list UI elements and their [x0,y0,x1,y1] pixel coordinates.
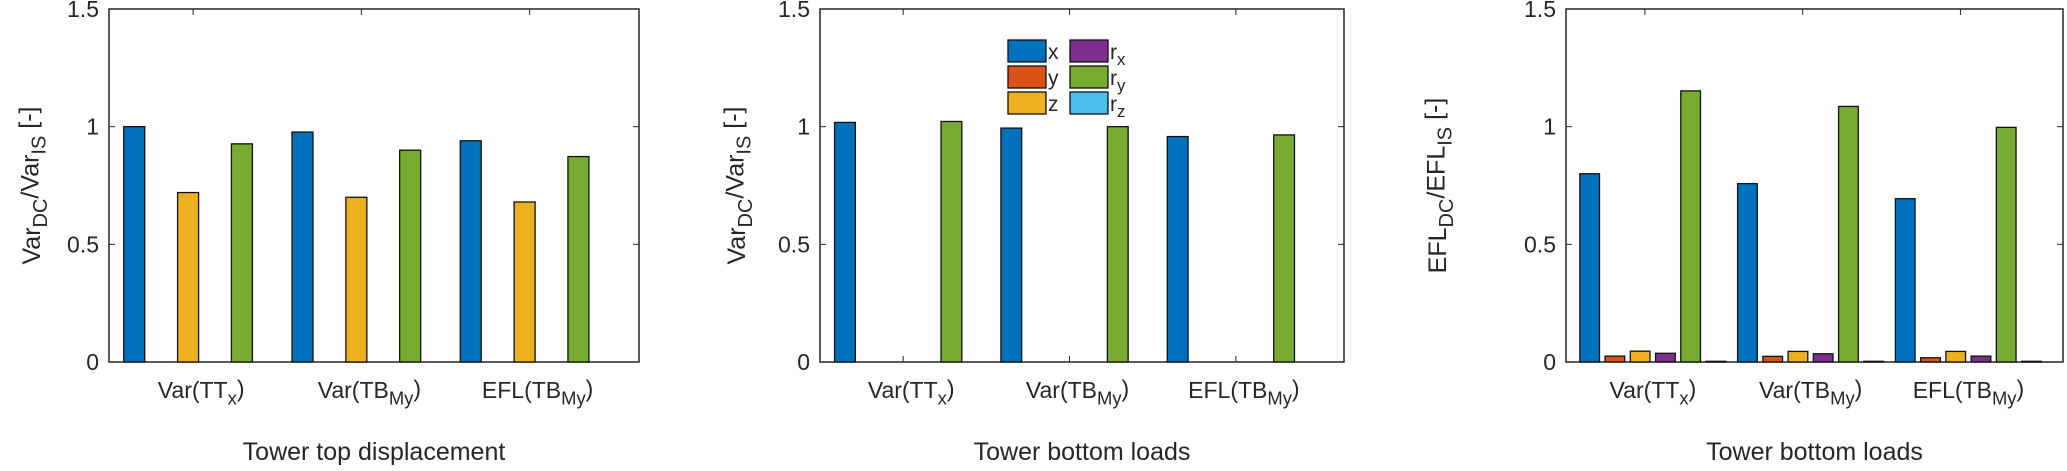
y-tick-label: 0 [797,349,810,375]
legend-label-x: x [1048,41,1059,64]
bar-r_y-1 [230,143,254,363]
bar-z-3 [1945,350,1967,363]
legend-label-z: z [1048,93,1059,116]
y-tick-label: 0 [86,349,99,375]
y-tick-label: 0.5 [1524,231,1556,257]
y-tick-label: 0.5 [67,231,99,257]
y-tick-label: 1.5 [1524,0,1556,22]
bar-r_z-2 [1863,360,1885,363]
y-axis-label: VarDC/VarIS [-] [15,106,53,264]
bar-r_y-3 [1273,134,1296,363]
legend-swatch-z [1007,91,1047,115]
bar-r_x-3 [1970,355,1992,363]
x-tick-label: EFL(TBMy) [1188,375,1299,408]
bar-r_y-1 [1680,90,1702,363]
y-axis-label: VarDC/VarIS [-] [720,106,758,264]
y-tick-label: 1.5 [67,0,99,22]
y-tick-label: 0.5 [778,231,810,257]
bar-y-2 [1762,355,1784,363]
x-tick-label: Var(TBMy) [1026,375,1129,408]
x-tick-label: Var(TTx) [1610,375,1697,408]
bar-x-2 [291,131,314,363]
x-tick-label: Var(TTx) [158,375,245,408]
bar-x-1 [123,126,146,363]
bar-r_y-2 [1837,105,1859,363]
bar-x-3 [1166,135,1189,363]
bar-r_y-3 [1995,126,2017,363]
bar-x-2 [1736,182,1758,363]
bar-r_x-2 [1812,353,1834,363]
x-tick-label: Var(TBMy) [1759,375,1862,408]
legend-label-r_z: rz [1110,93,1125,121]
legend-label-y: y [1048,67,1059,90]
bar-x-3 [1894,198,1916,363]
y-axis-label: EFLDC/EFLIS [-] [1421,98,1459,274]
y-tick-label: 1 [797,114,810,140]
y-tick-label: 1 [1543,114,1556,140]
bar-x-3 [459,140,482,363]
chart-2: 0 0.5 1 1.5 Var(TTx) Var(TBMy) EFL(TBMy) Tower … [720,0,1345,466]
bar-r_z-1 [1705,360,1727,363]
chart-1: 0 0.5 1 1.5 Var(TTx) Var(TBMy) EFL(TBMy) Tower … [15,0,640,466]
x-axis-label: Tower bottom loads [1706,438,1923,466]
bar-z-1 [176,191,200,363]
x-tick-label: EFL(TBMy) [482,375,593,408]
x-axis-label: Tower top displacement [243,438,506,466]
y-tick-label: 1.5 [778,0,810,22]
x-tick-label: Var(TTx) [868,375,955,408]
bar-z-2 [345,196,368,363]
legend-label-r_x: rx [1110,41,1126,69]
x-tick-label: Var(TBMy) [318,375,421,408]
legend-swatch-r_y [1069,65,1109,89]
bar-r_y-1 [940,120,963,363]
bar-z-1 [1629,350,1651,363]
x-tick-label: EFL(TBMy) [1913,375,2024,408]
plot-area [1565,8,2064,363]
bar-y-1 [1604,355,1626,363]
bar-x-2 [1000,127,1023,363]
bar-r_x-1 [1654,352,1676,363]
bar-z-2 [1787,350,1809,363]
y-tick-label: 0 [1543,349,1556,375]
chart-3: 0 0.5 1 1.5 Var(TTx) Var(TBMy) EFL(TBMy) Tower … [1421,0,2064,466]
x-axis-label: Tower bottom loads [974,438,1191,466]
bar-r_y-3 [567,155,590,363]
bar-r_y-2 [399,149,422,363]
bar-z-3 [513,201,536,363]
bar-r_z-3 [2020,360,2042,363]
bar-y-3 [1919,357,1941,363]
legend-swatch-y [1007,65,1047,89]
legend-swatch-x [1007,39,1047,63]
legend-label-r_y: ry [1110,67,1126,95]
legend-swatch-r_x [1069,39,1109,63]
y-tick-label: 1 [86,114,99,140]
bar-x-1 [1579,173,1601,363]
bar-x-1 [833,121,856,363]
bar-r_y-2 [1106,126,1129,363]
legend-swatch-r_z [1069,91,1109,115]
